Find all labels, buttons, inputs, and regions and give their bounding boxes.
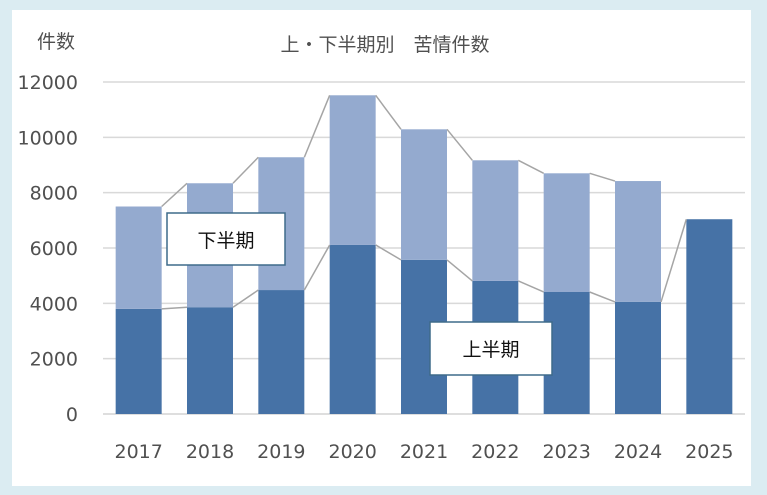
series-line [232,156,259,184]
x-tick-label: 2024 [614,441,662,463]
bar-upper-half-2025 [686,219,733,414]
y-tick-label: 4000 [30,293,78,315]
series-line [232,289,259,308]
chart-title: 上・下半期別 苦情件数 [280,34,489,56]
series-line [589,172,616,182]
y-tick-label: 0 [66,404,78,426]
bar-lower-half-2021 [401,129,447,260]
callout-label-lower-half: 下半期 [197,230,254,252]
callout-label-upper-half: 上半期 [462,339,519,361]
y-tick-label: 12000 [18,72,78,94]
y-tick-label: 8000 [30,183,78,205]
bar-upper-half-2020 [329,244,376,414]
x-tick-label: 2023 [542,441,590,463]
y-tick-label: 2000 [30,349,78,371]
series-line [375,94,402,130]
x-tick-label: 2021 [400,441,448,463]
bar-upper-half-2018 [187,307,233,414]
x-tick-label: 2022 [471,441,519,463]
bar-lower-half-2022 [472,160,519,281]
x-tick-label: 2020 [328,441,376,463]
series-line [446,128,473,161]
y-tick-label: 10000 [18,127,78,149]
series-line [375,244,402,261]
x-tick-label: 2019 [257,441,305,463]
x-tick-label: 2025 [685,441,733,463]
series-line [518,280,544,293]
series-line [517,159,545,174]
bar-lower-half-2020 [329,95,376,245]
bar-upper-half-2019 [258,290,305,414]
series-line [589,291,616,303]
series-line [303,94,331,158]
callout-box-lower-half [166,212,286,266]
bar-lower-half-2017 [115,206,162,309]
y-axis-label: 件数 [37,31,75,53]
series-line [660,219,688,303]
bar-upper-half-2024 [615,301,661,414]
callout-box-upper-half [429,321,553,376]
bar-lower-half-2023 [543,173,590,292]
x-tick-label: 2018 [186,441,234,463]
y-tick-label: 6000 [30,238,78,260]
series-line [303,244,331,291]
series-line [446,259,473,282]
bar-upper-half-2017 [115,308,162,414]
series-line [161,306,188,310]
series-line [161,182,188,208]
bar-lower-half-2024 [615,181,661,302]
x-tick-label: 2017 [114,441,162,463]
